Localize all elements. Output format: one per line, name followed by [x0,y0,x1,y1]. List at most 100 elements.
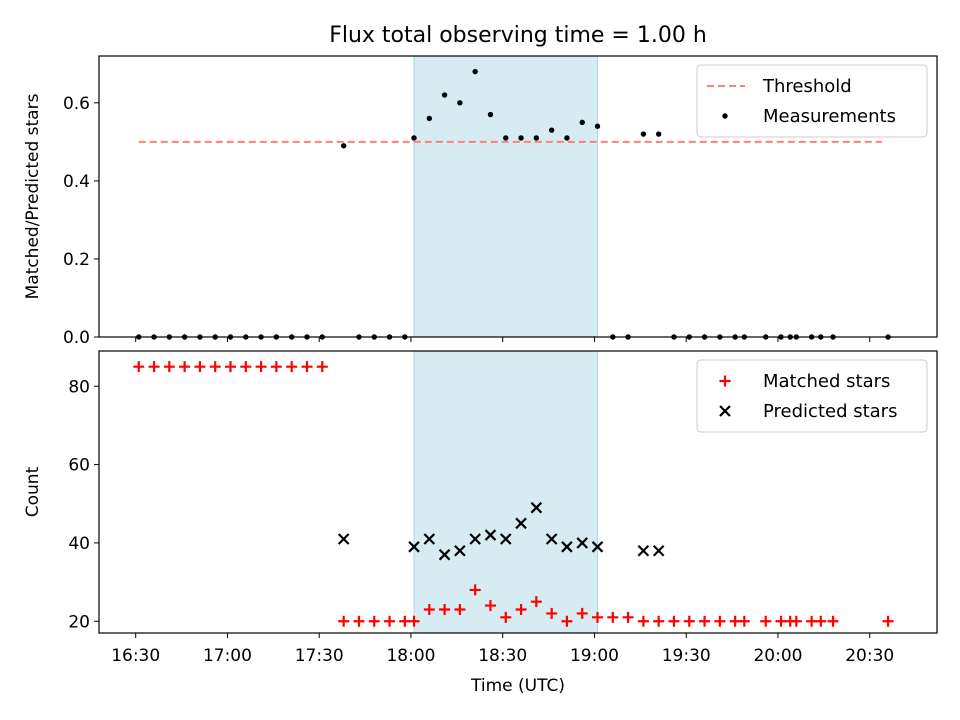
matched-point [148,361,160,373]
data-point [441,92,448,98]
matched-point [484,600,496,612]
legend: Matched stars Predicted stars [696,359,928,433]
predicted-point [484,529,497,541]
y-tick-label: 40 [68,534,90,554]
data-point [533,135,540,141]
data-point [457,100,463,106]
matched-point [286,361,298,373]
data-point [548,127,555,133]
matched-point [515,604,527,615]
legend-swatch [719,375,731,387]
predicted-point [499,533,512,545]
x-axis-label: Time (UTC) [470,676,565,696]
matched-point [163,361,175,373]
predicted-point [637,544,650,557]
matched-point [738,615,750,627]
legend-swatch [719,405,731,417]
matched-point [301,361,313,373]
y-tick-label: 20 [68,612,90,632]
shaded-interval [413,55,599,338]
x-tick-label: 17:00 [203,646,252,666]
matched-point [653,615,665,627]
y-tick-label: 0.0 [63,328,90,348]
data-point [640,131,647,137]
figure-title: Flux total observing time = 1.00 h [329,23,707,48]
matched-point [133,361,145,373]
y-tick-label: 60 [68,456,90,476]
data-point [426,115,433,122]
predicted-point [469,533,481,545]
matched-point [179,361,191,373]
x-tick-label: 20:00 [753,646,802,666]
x-tick-label: 19:00 [570,646,619,666]
x-tick-label: 16:30 [111,646,160,666]
matched-point [384,615,396,627]
matched-point [209,361,221,373]
legend-swatch [722,113,728,119]
matched-point [399,615,411,627]
y-tick-label: 0.6 [63,94,90,114]
matched-point [316,361,328,373]
predicted-point [591,541,604,553]
x-tick-label: 17:30 [295,646,344,666]
data-point [472,68,478,75]
predicted-point [530,501,543,514]
matched-point [760,615,772,627]
legend-label: Matched stars [763,371,890,392]
matched-point [500,611,512,623]
matched-point [194,361,206,373]
predicted-point [545,533,558,545]
matched-point [255,361,267,373]
matched-point [546,607,558,619]
legend-box [696,64,928,138]
matched-point [790,615,802,627]
data-point [655,131,662,137]
predicted-point [561,541,573,553]
legend-box [696,359,928,433]
subplot-1: 0.0 0.2 0.4 0.6 Matched/Predicted stars Thres… [23,55,938,348]
data-point [340,143,347,149]
legend-label: Predicted stars [763,401,897,422]
matched-point [729,615,741,627]
shaded-interval [413,350,599,634]
matched-point [576,607,588,619]
legend-label: Threshold [762,76,852,97]
matched-point [225,361,237,373]
predicted-point [438,548,451,561]
data-point [564,135,570,141]
data-point [487,111,494,118]
predicted-point [652,544,665,557]
matched-point [530,596,542,608]
predicted-point [454,544,466,557]
matched-point [827,615,839,627]
data-point [411,135,417,141]
series-matched-stars [133,361,894,627]
y-tick-label: 0.2 [63,250,90,270]
x-tick-label: 19:30 [662,646,711,666]
matched-point [240,361,252,373]
data-point [579,119,585,126]
matched-point [423,604,435,615]
matched-point [353,615,365,627]
legend-label: Measurements [763,106,896,127]
data-point [594,123,601,129]
matched-point [338,615,350,627]
subplot-2: 20 40 60 80 16:30 17:00 17:30 18:00 18:30 19:00 19… [23,350,938,666]
matched-point [408,615,420,627]
predicted-point [576,537,589,549]
series-predicted-stars [337,501,665,561]
matched-point [714,615,726,627]
axes-frame [98,55,938,338]
x-tick-label: 18:30 [478,646,527,666]
y-axis-label: Count [23,466,43,517]
x-tick-label: 18:00 [386,646,435,666]
matched-point [683,615,695,627]
matched-point [607,611,619,623]
matched-point [368,615,380,627]
axes-frame [98,350,938,634]
matched-point [270,361,282,373]
y-axis-label: Matched/Predicted stars [23,93,43,299]
predicted-point [423,533,436,545]
matched-point [806,615,818,627]
x-tick-label: 20:30 [845,646,894,666]
